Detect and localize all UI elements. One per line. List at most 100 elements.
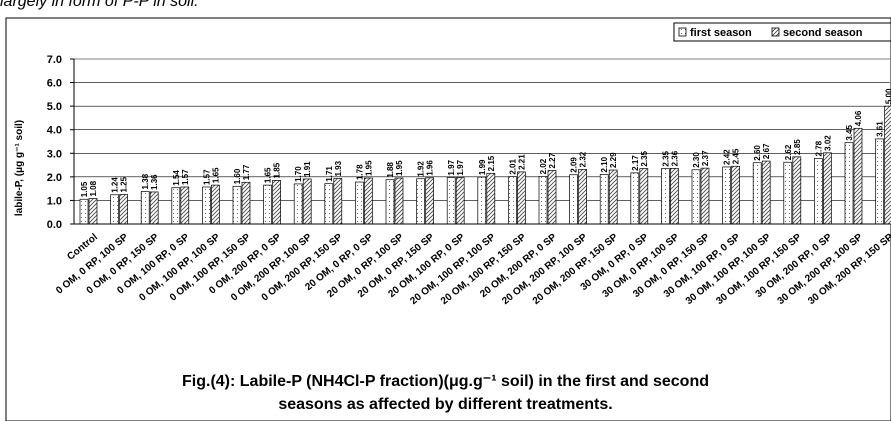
data-label-first-season: 1.60 — [233, 168, 242, 184]
bar-first-season — [599, 174, 609, 225]
bar-first-season — [79, 198, 89, 225]
bar-first-season — [385, 179, 395, 225]
bar-second-season — [639, 168, 649, 225]
figure-caption-line-2: seasons as affected by different treatme… — [278, 396, 613, 413]
data-label-first-season: 1.71 — [325, 166, 334, 182]
data-label-first-season: 2.01 — [508, 159, 517, 175]
data-label-first-season: 2.35 — [661, 150, 670, 166]
data-label-second-season: 4.06 — [854, 110, 863, 126]
data-label-first-season: 2.78 — [814, 140, 823, 156]
data-label-second-season: 2.85 — [793, 139, 802, 155]
data-label-second-season: 5.00 — [885, 88, 891, 104]
data-label-second-season: 3.02 — [823, 135, 832, 151]
data-label-first-season: 2.09 — [570, 157, 579, 173]
data-label-second-season: 2.27 — [548, 152, 557, 168]
y-tick-label: 2.0 — [47, 172, 62, 184]
bar-second-season — [823, 152, 832, 225]
bar-first-season — [202, 186, 211, 225]
y-tick-label: 6.0 — [47, 78, 62, 90]
bar-first-season — [538, 176, 548, 225]
data-label-first-season: 1.92 — [417, 161, 426, 177]
data-label-first-season: 2.60 — [753, 145, 762, 161]
legend-swatch-first-season — [678, 27, 687, 37]
data-label-second-season: 1.97 — [456, 159, 465, 175]
data-label-second-season: 1.08 — [89, 180, 98, 196]
bar-second-season — [792, 156, 802, 225]
data-label-first-season: 1.54 — [172, 170, 181, 186]
bar-first-season — [691, 169, 701, 225]
bar-second-season — [119, 194, 128, 225]
bar-first-season — [630, 172, 640, 225]
bar-second-season — [761, 160, 771, 225]
bar-second-season — [731, 165, 740, 225]
data-label-first-season: 3.61 — [876, 121, 885, 137]
y-tick-label: 5.0 — [47, 101, 62, 113]
bar-first-season — [477, 176, 487, 225]
data-label-second-season: 2.45 — [732, 148, 741, 164]
y-tick-label: 7.0 — [47, 54, 62, 66]
data-label-first-season: 1.05 — [80, 181, 89, 197]
bar-first-season — [814, 158, 823, 225]
bar-second-season — [180, 186, 190, 225]
data-label-first-season: 2.62 — [784, 144, 793, 160]
data-label-first-season: 2.02 — [539, 158, 548, 174]
data-label-first-season: 2.42 — [723, 149, 732, 165]
bar-first-season — [416, 178, 425, 225]
preceding-text: largely in form of P-P in soil. — [0, 0, 199, 10]
bar-second-season — [149, 191, 159, 225]
bar-second-season — [425, 177, 434, 225]
data-label-first-season: 2.17 — [631, 155, 640, 171]
data-label-second-season: 1.93 — [334, 160, 343, 176]
data-label-second-season: 2.21 — [517, 154, 526, 170]
bar-second-season — [670, 168, 679, 225]
data-label-first-season: 3.45 — [845, 125, 854, 141]
bar-first-season — [783, 161, 793, 225]
data-label-first-season: 1.99 — [478, 159, 487, 175]
data-label-first-season: 1.65 — [264, 167, 273, 183]
bar-first-season — [324, 183, 334, 225]
bar-second-season — [333, 178, 343, 225]
bar-first-season — [293, 183, 303, 225]
bar-second-season — [455, 177, 465, 225]
bar-first-season — [752, 162, 762, 225]
bar-second-season — [88, 198, 98, 225]
bar-second-season — [241, 181, 251, 225]
data-label-second-season: 2.37 — [701, 150, 710, 166]
bar-first-season — [355, 181, 364, 225]
data-label-second-season: 2.35 — [640, 150, 649, 166]
bar-second-season — [272, 180, 281, 225]
bar-first-season — [446, 177, 456, 225]
data-label-second-season: 1.77 — [242, 164, 251, 180]
data-label-second-season: 1.95 — [395, 160, 404, 176]
data-label-first-season: 1.24 — [111, 177, 120, 193]
bar-second-season — [486, 172, 496, 225]
data-label-second-season: 1.36 — [150, 174, 159, 190]
bar-second-season — [302, 178, 312, 225]
legend-label-second-season: second season — [783, 27, 863, 39]
bar-second-season — [578, 168, 587, 225]
bar-first-season — [875, 138, 884, 225]
data-label-second-season: 2.36 — [670, 150, 679, 166]
data-label-second-season: 2.29 — [609, 152, 618, 168]
data-label-second-season: 1.91 — [303, 161, 312, 177]
data-label-first-season: 1.88 — [386, 162, 395, 178]
data-label-second-season: 1.95 — [364, 160, 373, 176]
bar-first-season — [844, 142, 854, 225]
data-label-second-season: 2.32 — [579, 151, 588, 167]
bar-second-season — [211, 184, 220, 225]
y-tick-label: 4.0 — [47, 125, 62, 137]
bar-second-season — [517, 171, 526, 225]
data-label-first-season: 2.30 — [692, 152, 701, 168]
data-label-second-season: 1.65 — [211, 167, 220, 183]
data-label-first-season: 1.57 — [202, 169, 211, 185]
data-label-second-season: 1.57 — [181, 169, 190, 185]
data-label-first-season: 1.78 — [355, 164, 364, 180]
bar-second-season — [394, 177, 404, 225]
data-label-first-season: 2.10 — [600, 156, 609, 172]
data-label-second-season: 1.85 — [273, 162, 282, 178]
bar-second-season — [700, 167, 710, 225]
y-tick-label: 0.0 — [47, 219, 62, 231]
bar-first-season — [661, 168, 670, 225]
